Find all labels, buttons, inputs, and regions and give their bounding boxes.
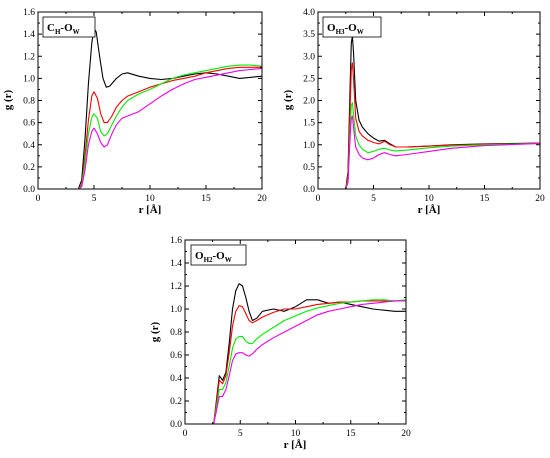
plot-frame — [317, 11, 541, 190]
series-line-4 — [318, 115, 541, 190]
y-tick-label: 0.8 — [170, 328, 182, 338]
x-tick-label: 10 — [291, 429, 301, 439]
y-tick-label: 2.5 — [303, 74, 315, 84]
y-tick-label: 1.0 — [23, 74, 35, 84]
panel-label-box — [42, 16, 96, 38]
y-tick-label: 0.0 — [303, 185, 315, 195]
y-tick-label: 0.2 — [170, 397, 182, 407]
y-tick-label: 0.4 — [23, 141, 35, 151]
series-line-1 — [185, 283, 406, 425]
x-tick-label: 5 — [238, 429, 243, 439]
panel-label-part: -O — [213, 250, 226, 262]
x-tick-label: 15 — [480, 194, 490, 204]
panel-label: OH2-OW — [195, 250, 232, 264]
y-tick-label: 0.2 — [23, 163, 35, 173]
panel-label-subscript: W — [73, 28, 80, 36]
plot-frame — [37, 11, 263, 190]
x-tick-label: 5 — [92, 194, 97, 204]
x-axis-title: r [Å] — [418, 204, 441, 216]
panel-label: OH3-OW — [327, 22, 364, 36]
y-tick-label: 1.2 — [23, 52, 35, 62]
y-tick-label: 1.0 — [303, 141, 315, 151]
panel-label-subscript: H — [55, 28, 61, 36]
chart-panel-2: 0 5 10 15 20 0.0 0.5 1.0 1.5 2.0 2.5 3.0 3.5 4.0 r [Å]… — [282, 8, 545, 216]
series-line-4 — [38, 67, 263, 190]
chart-panel-1: 0 5 10 15 20 0.0 0.2 0.4 0.6 0.8 1.0 1.2 1.4 1.6 r [Å]… — [2, 8, 267, 216]
y-axis-title: g (r) — [282, 89, 294, 110]
x-tick-label: 10 — [424, 194, 434, 204]
y-tick-label: 0.5 — [303, 163, 315, 173]
y-tick-label: 1.2 — [170, 282, 182, 292]
y-tick-label: 1.6 — [170, 236, 182, 246]
x-tick-label: 20 — [401, 429, 411, 439]
series-line-3 — [185, 299, 407, 425]
panel-label-subscript: W — [357, 28, 364, 36]
y-tick-label: 0.6 — [23, 119, 35, 129]
panel-label-box — [190, 244, 247, 266]
x-tick-label: 0 — [316, 194, 321, 204]
x-tick-label: 20 — [535, 194, 545, 204]
panel-label-subscript: H2 — [204, 256, 213, 264]
x-tick-label: 15 — [201, 194, 211, 204]
x-tick-label: 0 — [183, 429, 188, 439]
series-line-3 — [38, 64, 263, 190]
x-axis-title: r [Å] — [139, 204, 162, 216]
y-tick-label: 1.6 — [23, 8, 35, 18]
y-tick-label: 0.0 — [23, 185, 35, 195]
x-tick-label: 5 — [371, 194, 376, 204]
x-tick-label: 20 — [257, 194, 267, 204]
series-line-2 — [185, 300, 406, 425]
x-tick-label: 0 — [36, 194, 41, 204]
series-line-4 — [185, 300, 406, 425]
series-line-2 — [318, 62, 541, 190]
x-tick-label: 15 — [346, 429, 356, 439]
y-tick-label: 1.0 — [170, 305, 182, 315]
y-tick-label: 0.6 — [170, 351, 182, 361]
panel-label-subscript: H3 — [336, 28, 345, 36]
panel-label-box — [322, 16, 382, 38]
y-axis-title: g (r) — [2, 89, 14, 110]
y-tick-label: 1.4 — [23, 30, 35, 40]
chart-panel-3: 0 5 10 15 20 0.0 0.2 0.4 0.6 0.8 1.0 1.2 1.4 1.6 r [Å]… — [149, 236, 411, 451]
panel-label-subscript: W — [225, 256, 232, 264]
y-tick-label: 3.5 — [303, 30, 315, 40]
y-tick-label: 3.0 — [303, 52, 315, 62]
panel-label: CH-OW — [47, 22, 80, 36]
x-axis-title: r [Å] — [284, 439, 307, 451]
y-tick-label: 1.5 — [303, 119, 315, 129]
y-axis-title: g (r) — [149, 321, 161, 342]
y-tick-label: 1.4 — [170, 259, 182, 269]
x-tick-label: 10 — [145, 194, 155, 204]
panel-label-part: -O — [345, 22, 358, 34]
series-line-2 — [38, 66, 262, 190]
panel-label-part: -O — [60, 22, 73, 34]
y-tick-label: 0.0 — [170, 420, 182, 430]
y-tick-label: 2.0 — [303, 97, 315, 107]
y-tick-label: 4.0 — [303, 8, 315, 18]
series-line-3 — [318, 102, 541, 190]
y-tick-label: 0.4 — [170, 374, 182, 384]
panel-label-part: O — [195, 250, 204, 262]
panel-label-part: O — [327, 22, 336, 34]
panel-label-part: C — [47, 22, 55, 34]
y-tick-label: 0.8 — [23, 97, 35, 107]
series-line-1 — [38, 28, 263, 190]
